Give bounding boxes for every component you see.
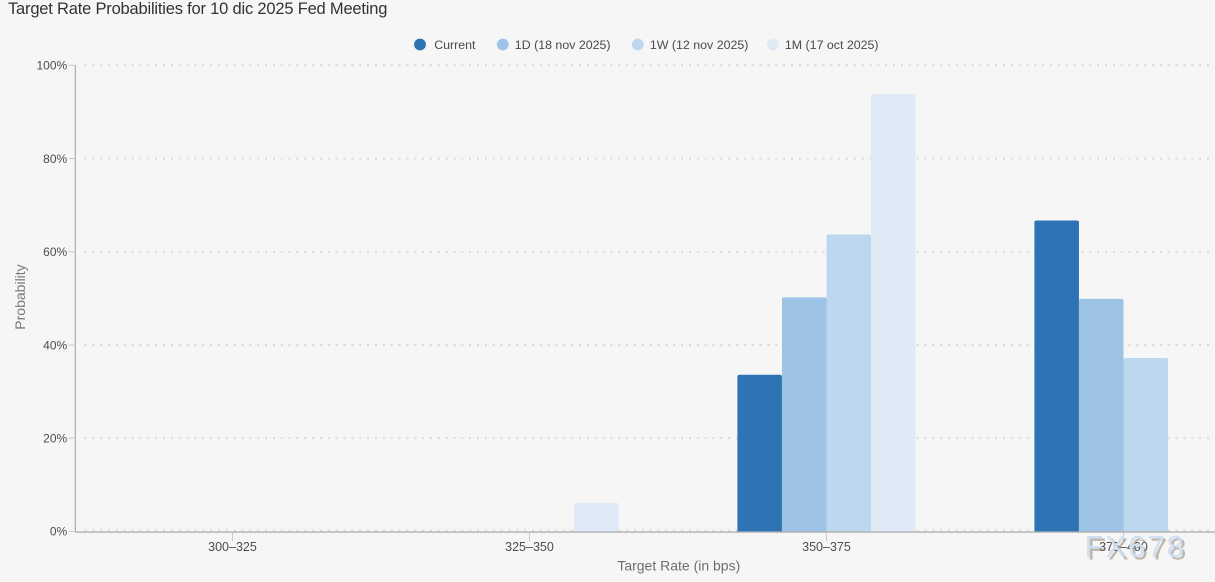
svg-text:375–400: 375–400: [1099, 540, 1148, 554]
svg-text:325–350: 325–350: [505, 540, 554, 554]
svg-text:300–325: 300–325: [208, 540, 257, 554]
svg-text:FX678: FX678: [1087, 531, 1188, 566]
svg-text:FX678: FX678: [1085, 529, 1186, 564]
svg-text:40%: 40%: [43, 338, 67, 352]
svg-text:1W (12 nov 2025): 1W (12 nov 2025): [650, 38, 749, 52]
svg-text:80%: 80%: [43, 152, 67, 166]
svg-text:350–375: 350–375: [802, 540, 851, 554]
svg-text:0%: 0%: [50, 525, 68, 539]
svg-text:Target Rate (in bps): Target Rate (in bps): [617, 558, 740, 574]
svg-text:100%: 100%: [36, 59, 67, 73]
svg-text:60%: 60%: [43, 245, 67, 259]
svg-text:1M (17 oct 2025): 1M (17 oct 2025): [785, 38, 879, 52]
svg-text:20%: 20%: [43, 432, 67, 446]
svg-text:Probability: Probability: [12, 264, 28, 329]
svg-text:Current: Current: [434, 38, 476, 52]
svg-text:1D (18 nov 2025): 1D (18 nov 2025): [515, 38, 611, 52]
